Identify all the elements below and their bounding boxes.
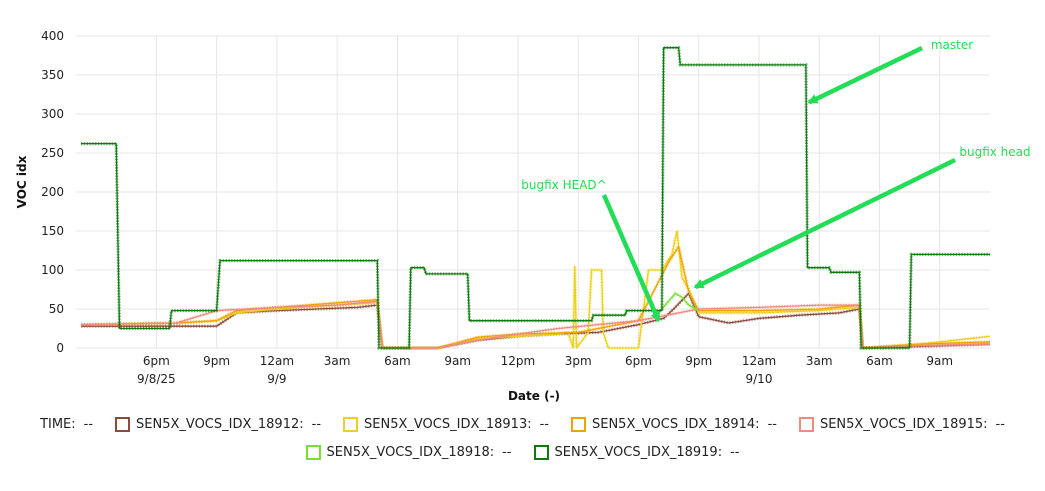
legend-item: SEN5X_VOCS_IDX_18913: -- [343,416,549,432]
legend-item: SEN5X_VOCS_IDX_18918: -- [305,444,512,460]
x-tick-label: 3am [806,354,833,368]
legend-series-value: -- [539,416,549,432]
legend: TIME: -- SEN5X_VOCS_IDX_18912: -- SEN5X_VO… [0,410,1045,466]
legend-series-name: SEN5X_VOCS_IDX_18918: [326,444,495,460]
legend-series-value: -- [502,444,512,460]
annotation-label: master [931,38,973,52]
series-sen5x-vocs-idx-18913 [80,230,991,349]
legend-series-name: SEN5X_VOCS_IDX_18919: [554,444,723,460]
y-tick-label: 50 [49,302,64,316]
legend-series-value: -- [767,416,777,432]
x-axis-title: Date (-) [508,389,560,403]
legend-time-value: -- [83,416,94,432]
x-tick-date-label: 9/10 [746,372,773,386]
x-tick-label: 9pm [685,354,712,368]
legend-item: SEN5X_VOCS_IDX_18915: -- [798,416,1005,432]
x-tick-label: 9pm [203,354,230,368]
series-sen5x-vocs-idx-18915 [80,300,991,349]
legend-series-value: -- [730,444,740,460]
series-sen5x-vocs-idx-18919 [81,47,990,349]
legend-series-name: SEN5X_VOCS_IDX_18913: [364,416,532,432]
x-tick-date-label: 9/8/25 [137,372,176,386]
series-sen5x-vocs-idx-18918 [658,292,700,314]
x-tick-label: 6am [866,354,893,368]
series-layer [80,46,991,353]
x-tick-label: 9am [444,354,471,368]
y-tick-label: 0 [56,341,64,355]
legend-series-value: -- [311,416,322,432]
x-tick-label: 9am [926,354,953,368]
legend-series-name: SEN5X_VOCS_IDX_18914: [591,416,760,432]
x-tick-label: 12am [742,354,776,368]
voc-chart: 0 50 100 150 200 250 300 350 400 6pm 9/8/25 9pm 12am… [15,29,1031,403]
legend-swatch [343,416,359,432]
legend-time: TIME: -- [40,417,93,432]
x-tick-label: 6pm [625,354,652,368]
axes: 0 50 100 150 200 250 300 350 400 6pm 9/8/25 9pm 12am… [41,29,953,386]
grid [76,35,990,349]
y-tick-label: 300 [41,107,64,121]
x-tick-label: 6pm [143,354,170,368]
y-tick-label: 100 [41,263,64,277]
legend-time-label: TIME: [40,416,76,432]
legend-swatch [533,444,549,460]
x-tick-date-label: 9/9 [267,372,286,386]
x-tick-label: 3pm [565,354,592,368]
legend-row: TIME: -- SEN5X_VOCS_IDX_18912: -- SEN5X_VO… [0,410,1045,438]
series-sen5x-vocs-idx-18913-halo [80,230,991,353]
annotation-label: bugfix HEAD^ [521,178,606,192]
y-tick-label: 200 [41,185,64,199]
y-tick-label: 350 [41,68,64,82]
x-tick-label: 12pm [501,354,536,368]
legend-series-value: -- [995,416,1005,432]
legend-swatch [305,444,321,460]
legend-swatch [570,416,586,432]
y-tick-label: 250 [41,146,64,160]
annotation-arrow [693,157,956,290]
legend-series-name: SEN5X_VOCS_IDX_18912: [136,416,304,432]
legend-item: SEN5X_VOCS_IDX_18919: -- [533,444,740,460]
legend-swatch [798,416,814,432]
annotations: master bugfix head bugfix HEAD^ [521,38,1031,323]
annotation-arrow [807,45,923,105]
legend-series-name: SEN5X_VOCS_IDX_18915: [819,416,988,432]
legend-item: SEN5X_VOCS_IDX_18914: -- [570,416,777,432]
annotation-arrow [601,194,661,323]
annotation-label: bugfix head [959,145,1030,159]
x-tick-label: 12am [260,354,294,368]
x-tick-label: 6am [384,354,411,368]
x-tick-label: 3am [324,354,351,368]
legend-row: SEN5X_VOCS_IDX_18918: -- SEN5X_VOCS_IDX_18… [0,438,1045,466]
y-tick-label: 150 [41,224,64,238]
y-axis-title: VOC idx [15,155,29,208]
y-tick-label: 400 [41,29,64,43]
legend-swatch [115,416,131,432]
legend-item: SEN5X_VOCS_IDX_18912: -- [115,416,322,432]
